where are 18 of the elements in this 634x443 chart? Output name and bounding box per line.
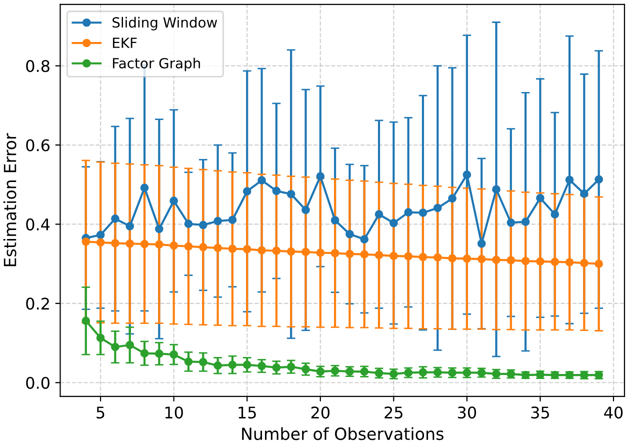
x-tick-label: 25: [384, 406, 402, 419]
legend-label: EKF: [112, 38, 137, 48]
y-tick-label: 0.6: [26, 139, 50, 152]
x-tick-label: 20: [311, 406, 330, 419]
legend-label: Factor Graph: [112, 58, 200, 72]
y-tick-label: 0.2: [26, 298, 49, 310]
x-tick-label: 10: [165, 406, 183, 419]
y-tick-label: 0.8: [26, 60, 50, 72]
x-tick-label: 40: [604, 406, 623, 419]
x-tick-label: 30: [458, 406, 476, 419]
x-tick-label: 15: [238, 406, 256, 419]
x-axis-title: Number of Observations: [242, 427, 444, 440]
y-tick-label: 0.0: [26, 376, 50, 389]
x-tick-label: 5: [96, 406, 104, 419]
y-axis-title: Estimation Error: [3, 133, 16, 266]
x-tick-label: 35: [531, 406, 549, 419]
y-tick-label: 0.4: [26, 218, 50, 231]
legend-label: Sliding Window: [112, 16, 218, 30]
